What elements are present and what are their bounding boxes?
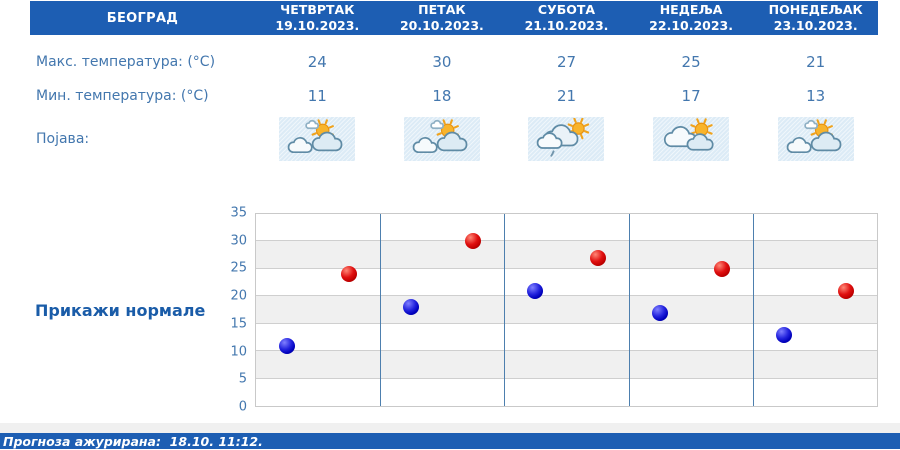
day-date: 22.10.2023. <box>649 18 733 33</box>
temperature-scatter-chart <box>255 213 878 407</box>
day-name: ПОНЕДЕЉАК <box>768 1 863 17</box>
location-title: БЕОГРАД <box>106 10 179 26</box>
phenomena-cell <box>380 117 505 161</box>
min-temperature-value: 18 <box>432 87 452 105</box>
phenomena-label: Појава: <box>36 131 90 147</box>
day-header-2: СУБОТА 21.10.2023. <box>504 2 629 35</box>
max-temp-point-3 <box>713 260 730 277</box>
max-temp-point-4 <box>837 282 854 299</box>
phenomena-cell <box>753 117 878 161</box>
footer-status-bar: Прогноза ажурирана: 18.10. 11:12. <box>0 433 900 449</box>
min-temp-point-2 <box>527 282 544 299</box>
day-header-1: ПЕТАК 20.10.2023. <box>380 2 505 35</box>
y-axis-tick-label: 30 <box>230 233 247 249</box>
day-date: 21.10.2023. <box>524 18 609 33</box>
min-temperature-value: 21 <box>556 87 577 105</box>
cloudy-sun-light-rain-icon <box>528 117 605 161</box>
chart-gridline <box>256 240 877 242</box>
day-name: НЕДЕЉА <box>659 1 723 17</box>
chart-band <box>256 214 877 241</box>
chart-gridline <box>256 377 877 379</box>
y-axis-tick-label: 35 <box>230 205 247 221</box>
chart-band <box>256 351 877 379</box>
chart-day-separator <box>380 214 382 406</box>
phenomena-row: Појава: <box>30 115 878 163</box>
max-temperature-value: 24 <box>307 53 327 71</box>
max-temperature-value: 30 <box>432 53 452 71</box>
chart-gridline <box>256 350 877 352</box>
phenomena-cell <box>629 117 754 161</box>
chart-gridline <box>256 267 877 269</box>
y-axis-tick-label: 5 <box>238 371 247 387</box>
min-temperature-value: 13 <box>806 87 826 105</box>
day-date: 23.10.2023. <box>773 18 858 33</box>
min-temperature-value: 17 <box>681 87 701 105</box>
min-temp-point-4 <box>775 326 792 343</box>
max-temperature-value: 21 <box>806 53 826 71</box>
max-temperature-label: Макс. температура: (°C) <box>36 54 216 70</box>
min-temperature-row: Мин. температура: (°C) 11 18 21 17 13 <box>30 82 878 110</box>
mostly-cloudy-sun-icon <box>653 117 730 161</box>
day-header-0: ЧЕТВРТАК 19.10.2023. <box>255 2 380 35</box>
max-temp-point-2 <box>589 249 606 266</box>
chart-band <box>256 296 877 324</box>
chart-gridline <box>256 295 877 297</box>
max-temperature-value: 25 <box>681 53 701 71</box>
forecast-header: БЕОГРАД ЧЕТВРТАК 19.10.2023. ПЕТАК 20.10.20… <box>30 1 878 35</box>
day-header-4: ПОНЕДЕЉАК 23.10.2023. <box>753 2 878 35</box>
day-header-3: НЕДЕЉА 22.10.2023. <box>629 2 754 35</box>
phenomena-cell <box>504 117 629 161</box>
max-temp-point-0 <box>341 266 358 283</box>
chart-band <box>256 379 877 406</box>
min-temp-point-3 <box>651 304 668 321</box>
sun-behind-clouds-icon <box>777 117 854 161</box>
chart-gridline <box>256 322 877 324</box>
y-axis-tick-label: 10 <box>230 344 247 360</box>
sun-behind-clouds-icon <box>403 117 480 161</box>
day-date: 19.10.2023. <box>275 18 360 33</box>
footer-divider-strip <box>0 423 900 433</box>
min-temperature-value: 11 <box>307 87 327 105</box>
chart-day-separator <box>752 214 754 406</box>
day-date: 20.10.2023. <box>399 18 484 33</box>
phenomena-cell <box>255 117 380 161</box>
min-temp-point-1 <box>403 299 420 316</box>
chart-band <box>256 241 877 269</box>
day-name: СУБОТА <box>537 1 596 17</box>
y-axis-tick-label: 25 <box>230 260 247 276</box>
chart-y-axis: 0 5 10 15 20 25 30 35 <box>195 206 247 415</box>
min-temperature-label: Мин. температура: (°C) <box>36 88 209 104</box>
y-axis-tick-label: 15 <box>230 316 247 332</box>
y-axis-tick-label: 20 <box>230 288 247 304</box>
day-name: ПЕТАК <box>418 1 466 17</box>
day-name: ЧЕТВРТАК <box>280 1 355 17</box>
chart-day-separator <box>504 214 506 406</box>
sun-behind-clouds-icon <box>279 117 356 161</box>
max-temperature-value: 27 <box>556 53 577 71</box>
min-temp-point-0 <box>279 337 296 354</box>
y-axis-tick-label: 0 <box>238 399 247 415</box>
show-normals-button[interactable]: Прикажи нормале <box>35 301 206 320</box>
chart-day-separator <box>628 214 630 406</box>
forecast-updated-text: Прогноза ажурирана: 18.10. 11:12. <box>3 433 263 449</box>
max-temperature-row: Макс. температура: (°C) 24 30 27 25 21 <box>30 48 878 76</box>
max-temp-point-1 <box>465 233 482 250</box>
